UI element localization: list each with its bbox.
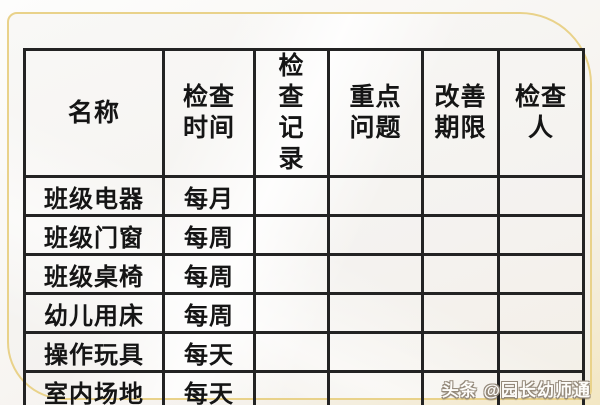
cell-name: 幼儿用床: [23, 292, 165, 334]
cell-issues: [327, 292, 424, 334]
cell-record: [253, 214, 330, 256]
cell-time: 每天: [162, 370, 256, 405]
cell-time: 每周: [162, 253, 256, 295]
table-row: 班级门窗 每周: [23, 214, 585, 256]
cell-record: [253, 370, 330, 405]
col-header-record: 检查记录: [253, 48, 330, 178]
col-header-issues: 重点问题: [327, 48, 424, 178]
cell-deadline: [421, 370, 500, 405]
cell-time: 每天: [162, 331, 256, 373]
table-row: 班级电器 每月: [23, 175, 585, 217]
cell-record: [253, 292, 330, 334]
cell-name: 班级桌椅: [23, 253, 165, 295]
cell-name: 班级门窗: [23, 214, 165, 256]
cell-deadline: [421, 214, 500, 256]
cell-deadline: [421, 292, 500, 334]
cell-inspector: [497, 253, 585, 295]
table-row: 班级桌椅 每周: [23, 253, 585, 295]
cell-inspector: [497, 292, 585, 334]
cell-deadline: [421, 331, 500, 373]
table-row: 操作玩具 每天: [23, 331, 585, 373]
cell-issues: [327, 214, 424, 256]
header-row: 名称 检查时间 检查记录 重点问题 改善期限 检查人: [23, 48, 585, 178]
cell-inspector: [497, 331, 585, 373]
cell-time: 每周: [162, 292, 256, 334]
cell-name: 操作玩具: [23, 331, 165, 373]
cell-name: 室内场地: [23, 370, 165, 405]
cell-inspector: [497, 370, 585, 405]
cell-inspector: [497, 214, 585, 256]
cell-issues: [327, 253, 424, 295]
toutiao-watermark: 头条 @园长幼师通: [441, 381, 591, 400]
cell-time: 每周: [162, 214, 256, 256]
cell-time: 每月: [162, 175, 256, 217]
table-row: 室内场地 每天: [23, 370, 585, 405]
cell-deadline: [421, 253, 500, 295]
col-header-name: 名称: [23, 48, 165, 178]
cell-deadline: [421, 175, 500, 217]
cell-record: [253, 175, 330, 217]
col-header-inspector: 检查人: [497, 48, 585, 178]
table-row: 幼儿用床 每周: [23, 292, 585, 334]
inspection-schedule-table: 名称 检查时间 检查记录 重点问题 改善期限 检查人 班级电器 每月 班级门窗 …: [23, 48, 585, 405]
cell-issues: [327, 370, 424, 405]
cell-name: 班级电器: [23, 175, 165, 217]
cell-issues: [327, 331, 424, 373]
col-header-deadline: 改善期限: [421, 48, 500, 178]
cell-issues: [327, 175, 424, 217]
cell-record: [253, 253, 330, 295]
col-header-time: 检查时间: [162, 48, 256, 178]
cell-record: [253, 331, 330, 373]
cell-inspector: [497, 175, 585, 217]
